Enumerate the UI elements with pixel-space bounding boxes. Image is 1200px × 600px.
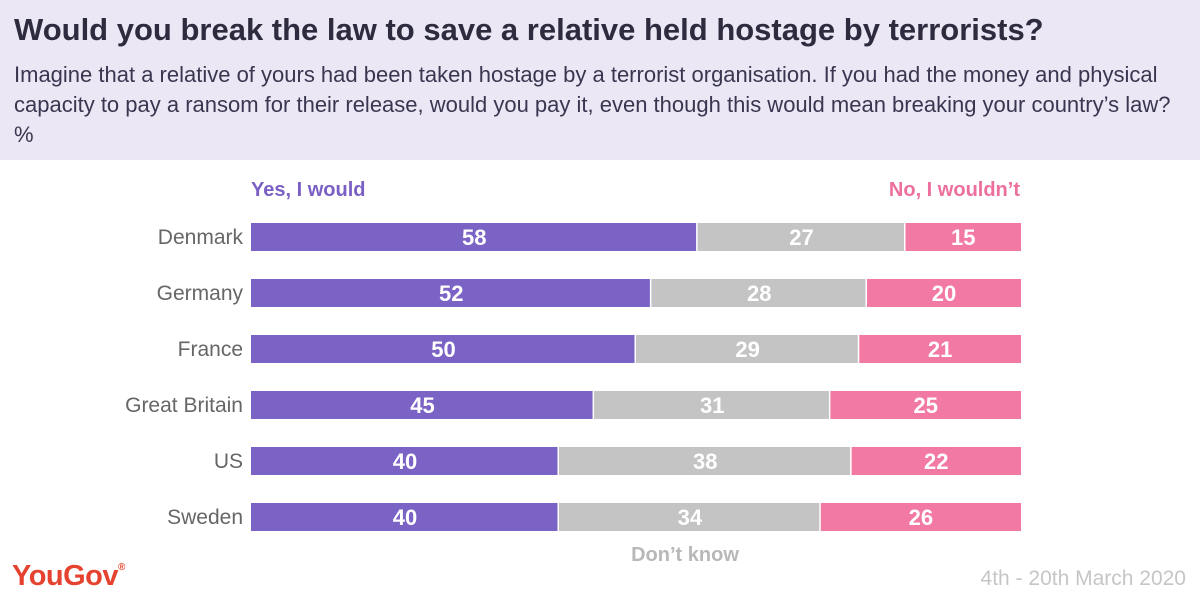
category-label: Great Britain (125, 394, 243, 417)
data-label-yes: 50 (431, 337, 455, 362)
bar-no (830, 391, 1021, 419)
data-label-yes: 40 (393, 449, 417, 474)
bar-dont-know (697, 223, 904, 251)
data-label-dont-know: 38 (693, 449, 717, 474)
data-label-dont-know: 34 (678, 505, 703, 530)
data-label-yes: 40 (393, 505, 417, 530)
data-label-dont-know: 31 (700, 393, 724, 418)
data-label-no: 21 (928, 337, 952, 362)
data-label-dont-know: 28 (747, 281, 771, 306)
bar-yes (251, 335, 635, 363)
data-label-dont-know: 27 (789, 225, 813, 250)
data-label-no: 22 (924, 449, 948, 474)
bar-yes (251, 447, 558, 475)
header-band (0, 0, 1200, 160)
data-label-no: 20 (932, 281, 956, 306)
bar-dont-know (636, 335, 858, 363)
data-label-no: 15 (951, 225, 975, 250)
bar-no (867, 279, 1021, 307)
category-label: Sweden (167, 506, 243, 529)
category-label: US (214, 450, 243, 473)
data-label-no: 25 (913, 393, 937, 418)
chart-title: Would you break the law to save a relati… (14, 12, 1044, 47)
legend-yes: Yes, I would (251, 179, 366, 201)
legend-no: No, I wouldn’t (888, 179, 1020, 201)
category-label: Denmark (158, 226, 244, 249)
bar-yes (251, 223, 697, 251)
logo-mark: ® (118, 562, 125, 573)
bar-dont-know (651, 279, 866, 307)
survey-date: 4th - 20th March 2020 (980, 567, 1186, 590)
data-label-yes: 52 (439, 281, 463, 306)
bar-yes (251, 391, 593, 419)
data-label-yes: 58 (462, 225, 486, 250)
bar-yes (251, 279, 650, 307)
bar-dont-know (559, 447, 851, 475)
bar-no (820, 503, 1021, 531)
category-label: France (178, 338, 243, 361)
data-label-dont-know: 29 (735, 337, 759, 362)
bar-yes (251, 503, 558, 531)
bar-no (905, 223, 1021, 251)
bar-dont-know (594, 391, 829, 419)
yougov-logo: YouGov® (12, 560, 125, 593)
logo-text: YouGov (12, 560, 119, 592)
chart-subtitle: Imagine that a relative of yours had bee… (14, 62, 1171, 147)
category-label: Germany (157, 282, 244, 305)
bar-no (851, 447, 1021, 475)
data-label-yes: 45 (410, 393, 434, 418)
legend-dont-know: Don’t know (631, 544, 739, 566)
bar-dont-know (559, 503, 820, 531)
bar-no (859, 335, 1021, 363)
data-label-no: 26 (909, 505, 933, 530)
